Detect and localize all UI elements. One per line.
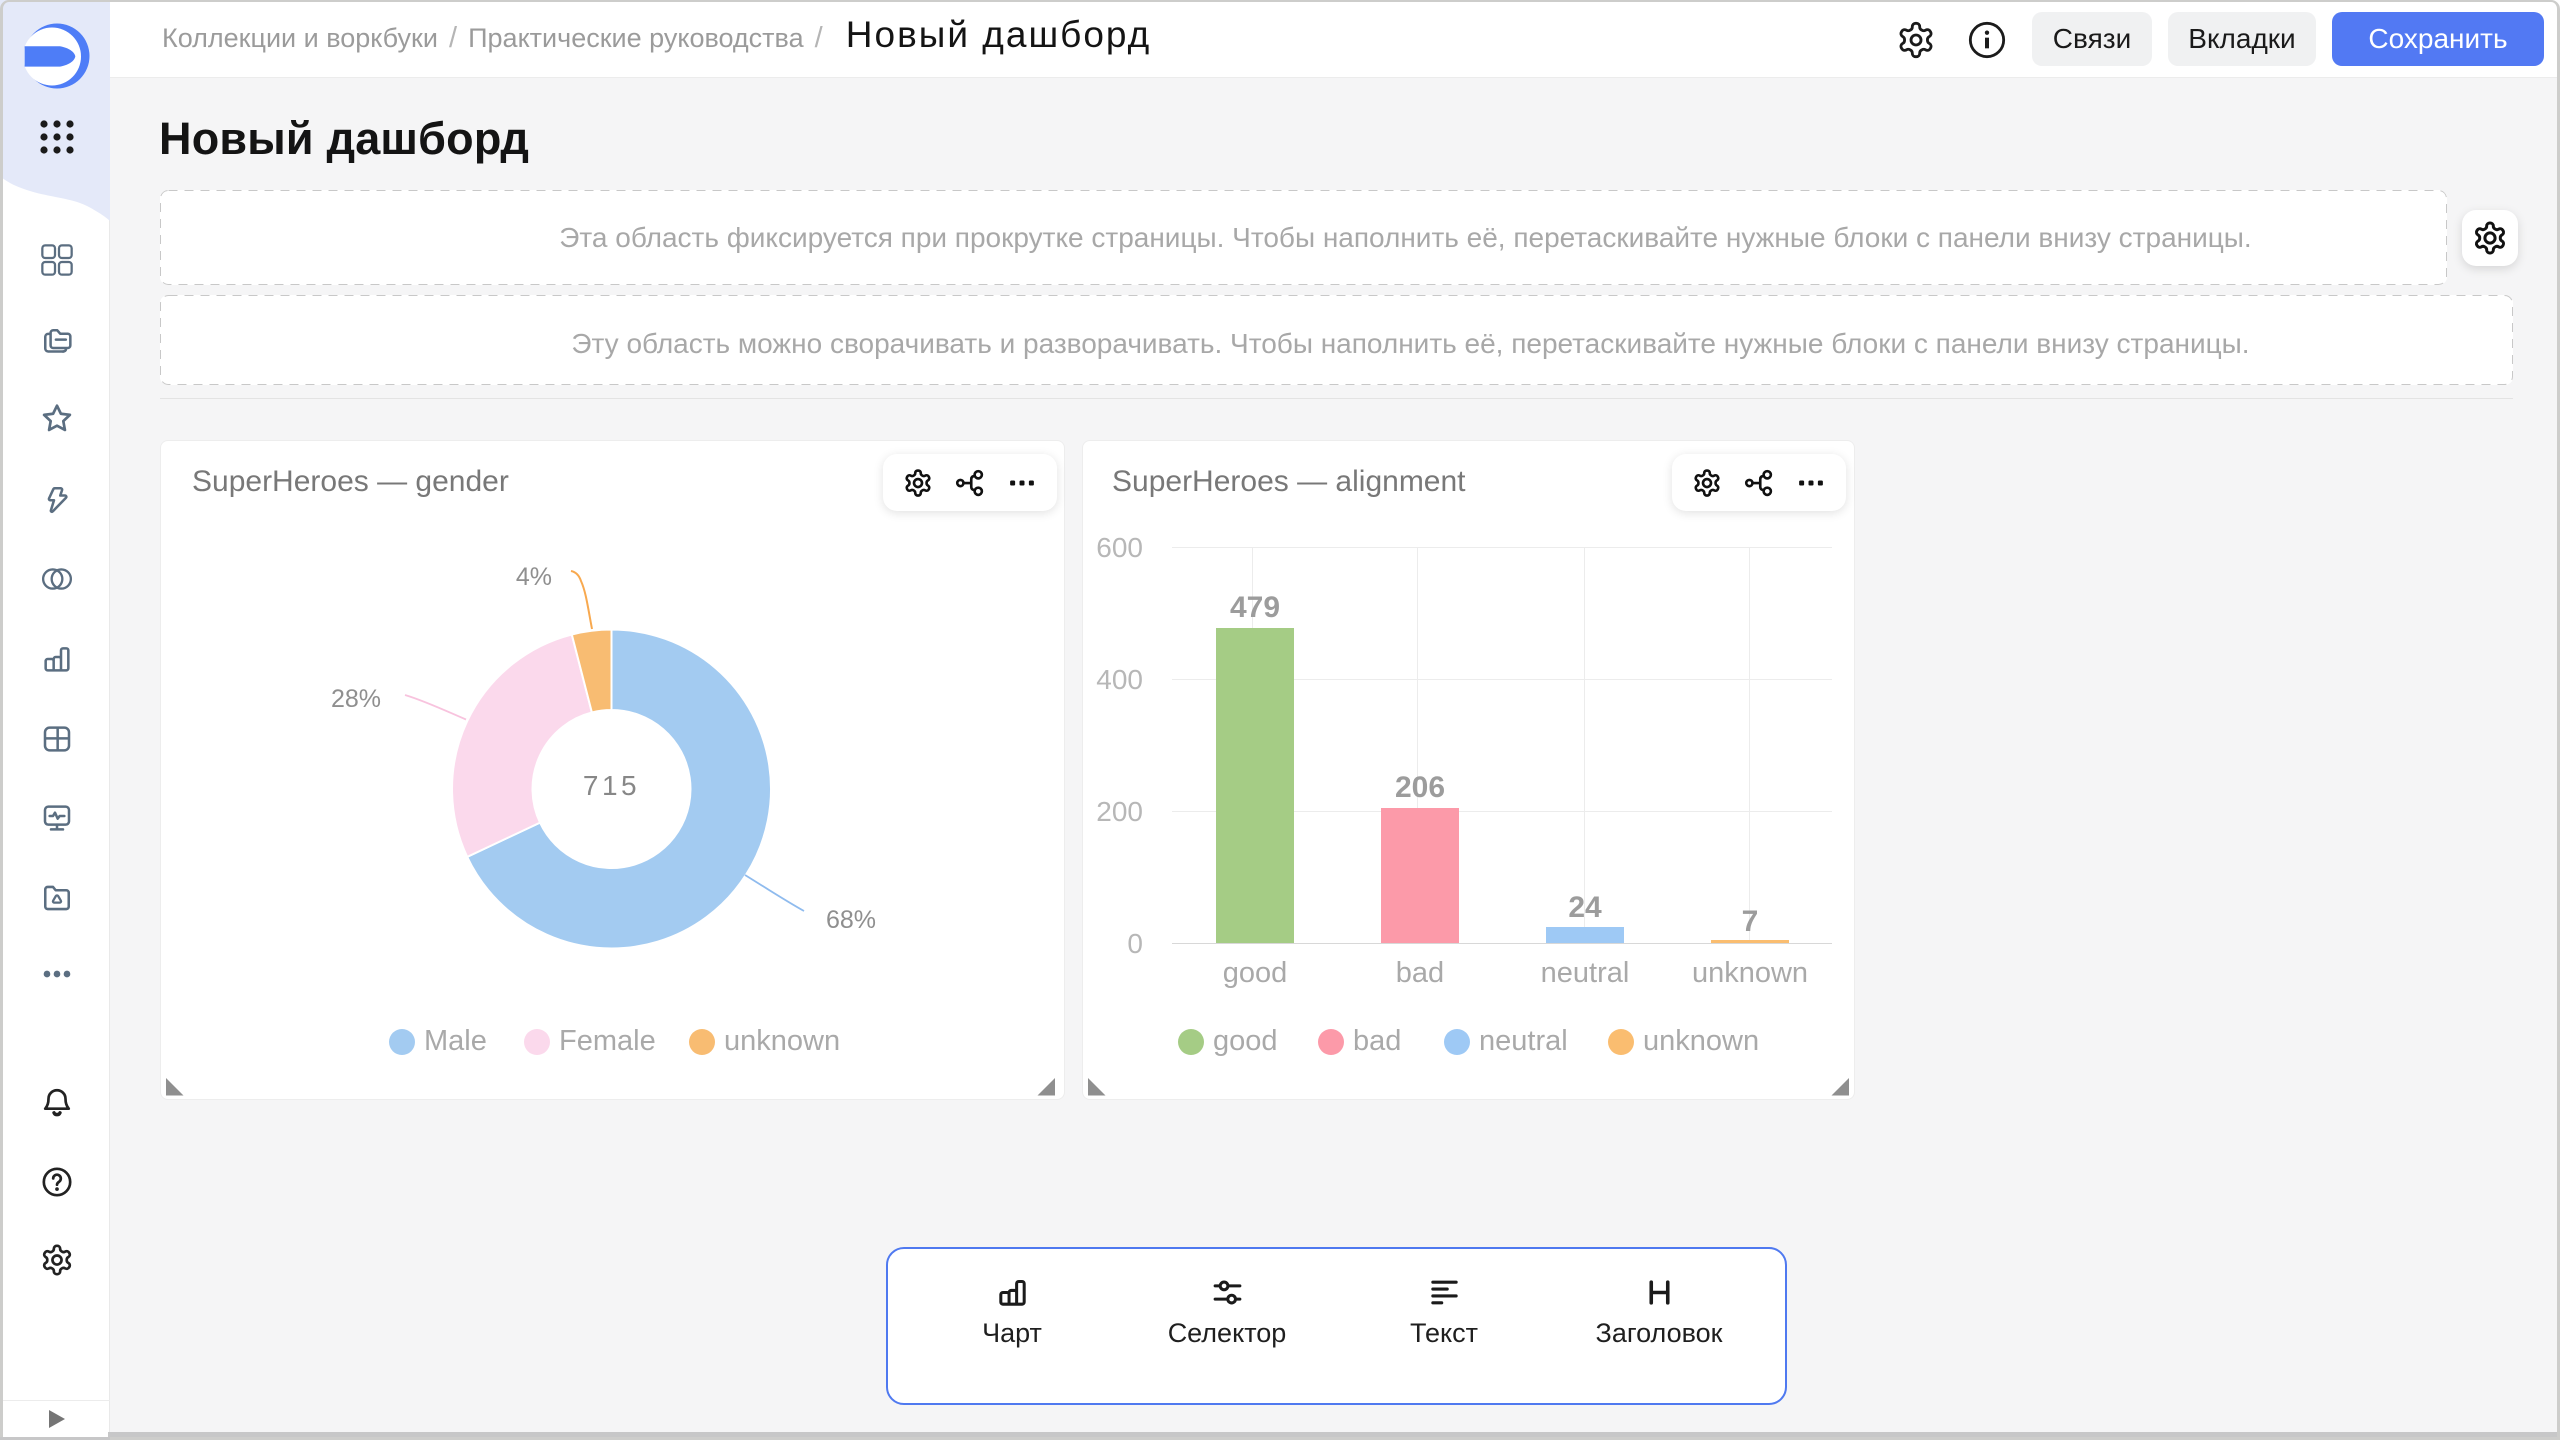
svg-text:68%: 68%	[826, 906, 876, 934]
svg-text:4%: 4%	[516, 563, 552, 591]
svg-text:28%: 28%	[331, 685, 381, 713]
svg-text:715: 715	[583, 770, 640, 801]
